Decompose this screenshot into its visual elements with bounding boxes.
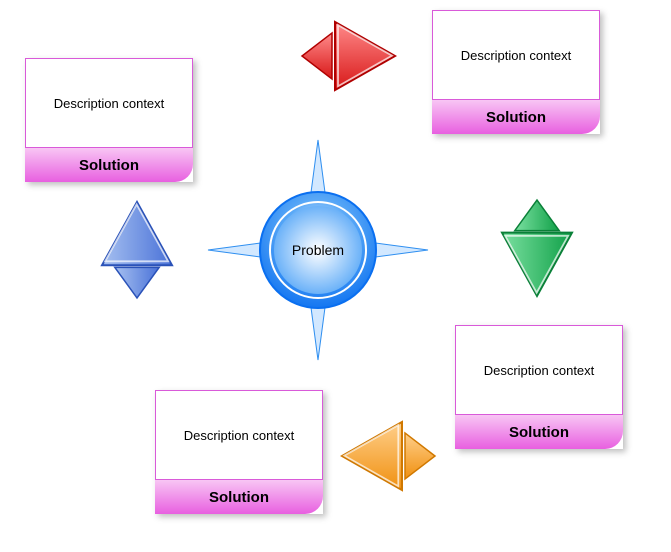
card-label: Solution [155, 480, 323, 514]
arrow-orange [340, 420, 440, 492]
arrow-main-icon [502, 233, 572, 296]
arrow-red [300, 20, 400, 92]
arrow-small-icon [302, 33, 332, 79]
arrow-small-icon [405, 433, 435, 479]
card-label: Solution [455, 415, 623, 449]
arrow-main-icon [335, 22, 395, 90]
arrow-blue [100, 200, 174, 302]
arrow-main-icon [102, 202, 172, 265]
problem-label: Problem [292, 242, 344, 258]
arrow-small-icon [515, 200, 559, 231]
arrow-green [500, 198, 574, 300]
arrow-small-icon [115, 267, 159, 298]
problem-node: Problem [150, 82, 486, 418]
arrow-main-icon [342, 422, 402, 490]
